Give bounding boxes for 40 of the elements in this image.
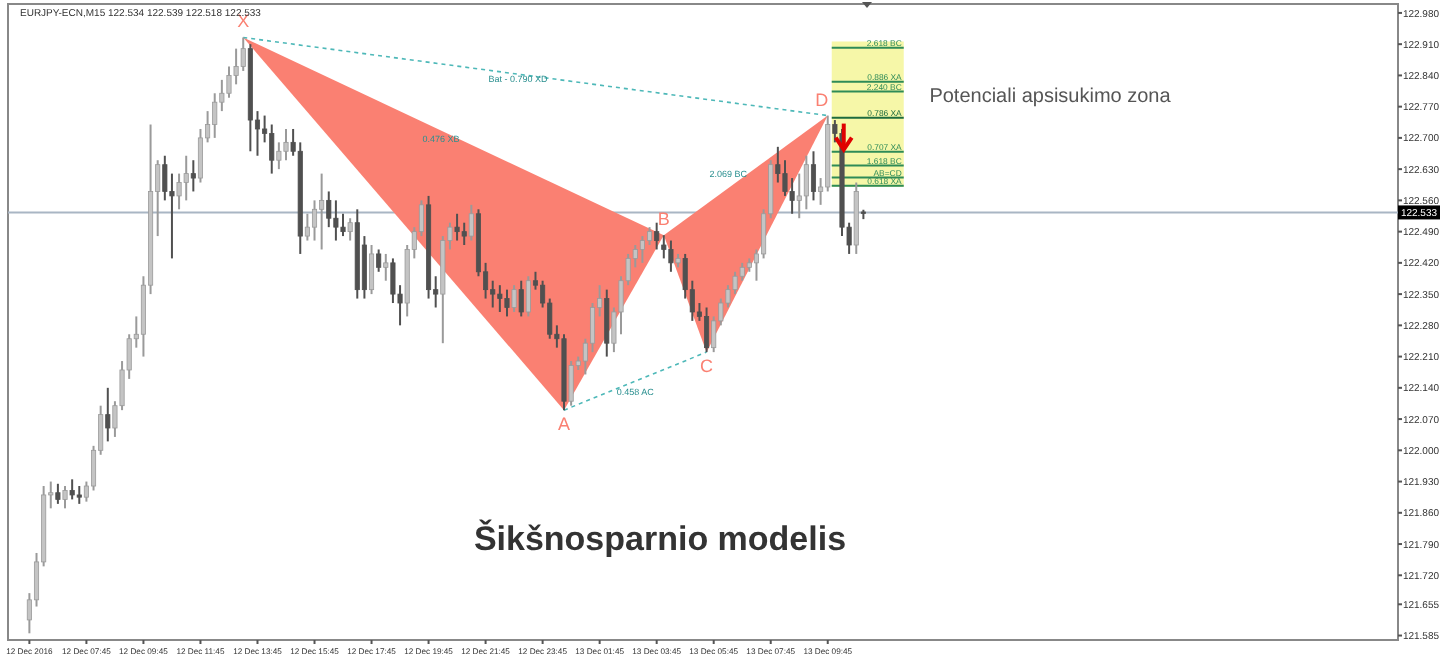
candlestick — [803, 154, 809, 211]
candlestick — [454, 212, 460, 242]
candlestick — [654, 221, 660, 251]
candlestick — [504, 288, 510, 318]
candlestick — [283, 127, 289, 162]
candlestick — [311, 199, 318, 242]
candlestick — [810, 150, 817, 202]
candlestick — [197, 127, 203, 184]
candlestick — [568, 360, 574, 407]
candlestick — [369, 244, 375, 296]
candlestick — [376, 248, 382, 273]
candlestick — [347, 217, 353, 242]
candlestick — [668, 239, 674, 273]
candlestick — [604, 288, 610, 358]
candlestick — [319, 172, 325, 251]
candlestick — [105, 386, 111, 443]
annotation: A — [557, 414, 571, 435]
candlestick — [704, 306, 710, 354]
candlestick — [639, 235, 645, 264]
candlestick — [333, 199, 339, 242]
candlestick — [183, 154, 189, 202]
candlestick — [269, 123, 275, 175]
candlestick — [461, 221, 467, 247]
candlestick — [518, 279, 524, 318]
annotation: C — [700, 356, 715, 377]
annotation: D — [815, 89, 830, 110]
candlestick — [190, 159, 196, 193]
candlestick — [525, 275, 531, 318]
annotation: B — [657, 209, 670, 230]
candlestick — [497, 284, 503, 313]
candlestick — [589, 302, 596, 354]
candlestick — [468, 203, 474, 242]
candlestick — [511, 284, 517, 313]
annotation: Šikšnosparnio modelis — [473, 518, 847, 558]
candlestick — [383, 252, 389, 282]
candlestick — [304, 212, 310, 242]
candlestick — [55, 482, 61, 505]
annotation: Potenciali apsisukimo zona — [929, 86, 1172, 108]
candlestick — [69, 478, 75, 501]
candlestick — [62, 485, 68, 510]
